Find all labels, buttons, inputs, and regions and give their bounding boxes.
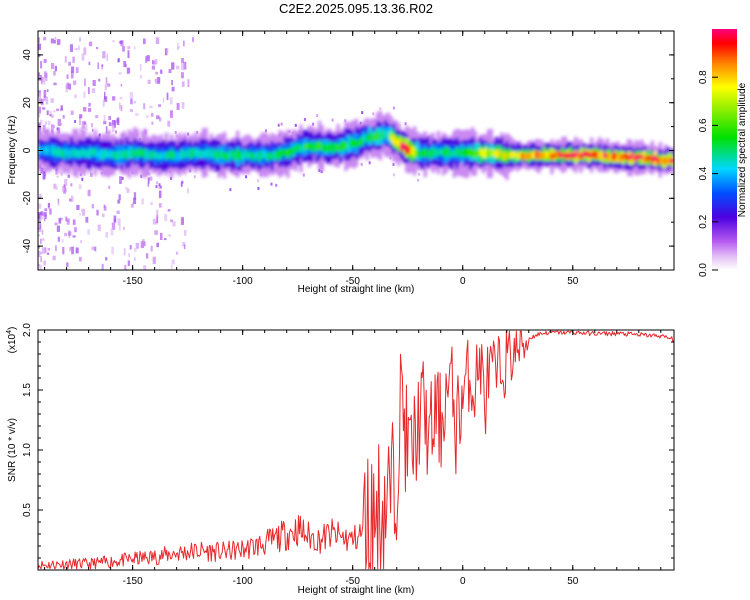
colorbar-tick-label: 0.0: [698, 263, 709, 277]
spectrogram-y-tick-label: -20: [22, 191, 33, 206]
spectrogram-y-tick-label: 40: [22, 49, 33, 61]
spectrogram-y-axis: -40 -20 0 20 40: [22, 30, 674, 271]
snr-x-axis-label: Height of straight line (km): [298, 585, 415, 596]
spectrogram-ridge: [38, 110, 674, 180]
snr-x-tick-label: 50: [567, 576, 579, 587]
snr-scale-close: ): [7, 327, 18, 330]
spectrogram-x-tick-label: -150: [123, 276, 143, 287]
spectrogram-x-axis: -150 -100 -50 0 50: [44, 31, 662, 287]
spectrogram-x-tick-label: -100: [233, 276, 253, 287]
spectrogram-chart: -150 -100 -50 0 50 -40 -20 0 20 40 Height of str…: [7, 30, 675, 295]
colorbar-tick-label: 0.4: [698, 166, 709, 180]
colorbar-tick-label: 0.8: [698, 70, 709, 84]
colorbar-label: Normalized spectral amplitude: [737, 82, 748, 217]
colorbar-axis: 0.0 0.2 0.4 0.6 0.8: [698, 70, 718, 277]
snr-y-tick-label: 1.0: [22, 443, 33, 457]
snr-series-line: [38, 330, 674, 570]
spectrogram-x-tick-label: 50: [567, 276, 579, 287]
snr-x-tick-label: -50: [345, 576, 360, 587]
snr-y-axis-label: SNR (10 * v/v): [7, 418, 18, 482]
snr-y-tick-label: 0.5: [22, 503, 33, 517]
snr-chart: -150 -100 -50 0 50 0.5 1.0 1.5 2.0 Height of st…: [6, 323, 675, 596]
snr-x-axis: -150 -100 -50 0 50: [44, 330, 662, 587]
svg-text:(x104): (x104): [6, 327, 18, 354]
spectrogram-plot-area: [38, 36, 674, 270]
snr-scale-base: (x10: [7, 333, 18, 353]
spectrogram-x-axis-label: Height of straight line (km): [298, 284, 415, 295]
colorbar-tick-label: 0.2: [698, 214, 709, 228]
spectrogram-y-axis-label: Frequency (Hz): [7, 116, 18, 185]
colorbar-tick-label: 0.6: [698, 118, 709, 132]
spectrogram-y-tick-label: 0: [22, 147, 33, 153]
snr-x-tick-label: -150: [123, 576, 143, 587]
spectrogram-y-tick-label: -40: [22, 238, 33, 253]
snr-y-axis: 0.5 1.0 1.5 2.0: [22, 323, 674, 559]
snr-y-tick-label: 1.5: [22, 383, 33, 397]
snr-frame: [37, 329, 675, 571]
spectrogram-y-tick-label: 20: [22, 97, 33, 109]
snr-x-tick-label: 0: [460, 576, 466, 587]
snr-x-tick-label: -100: [233, 576, 253, 587]
snr-y-tick-label: 2.0: [22, 323, 33, 337]
spectrogram-x-tick-label: 0: [460, 276, 466, 287]
chart-title: C2E2.2025.095.13.36.R02: [279, 1, 433, 16]
spectrogram-x-tick-label: -50: [345, 276, 360, 287]
snr-scale-factor: (x104): [6, 327, 18, 354]
colorbar: 0.0 0.2 0.4 0.6 0.8 Normalized spectral ampl…: [698, 29, 748, 277]
snr-scale-exponent: 4: [6, 330, 13, 334]
colorbar-gradient: [712, 29, 737, 270]
